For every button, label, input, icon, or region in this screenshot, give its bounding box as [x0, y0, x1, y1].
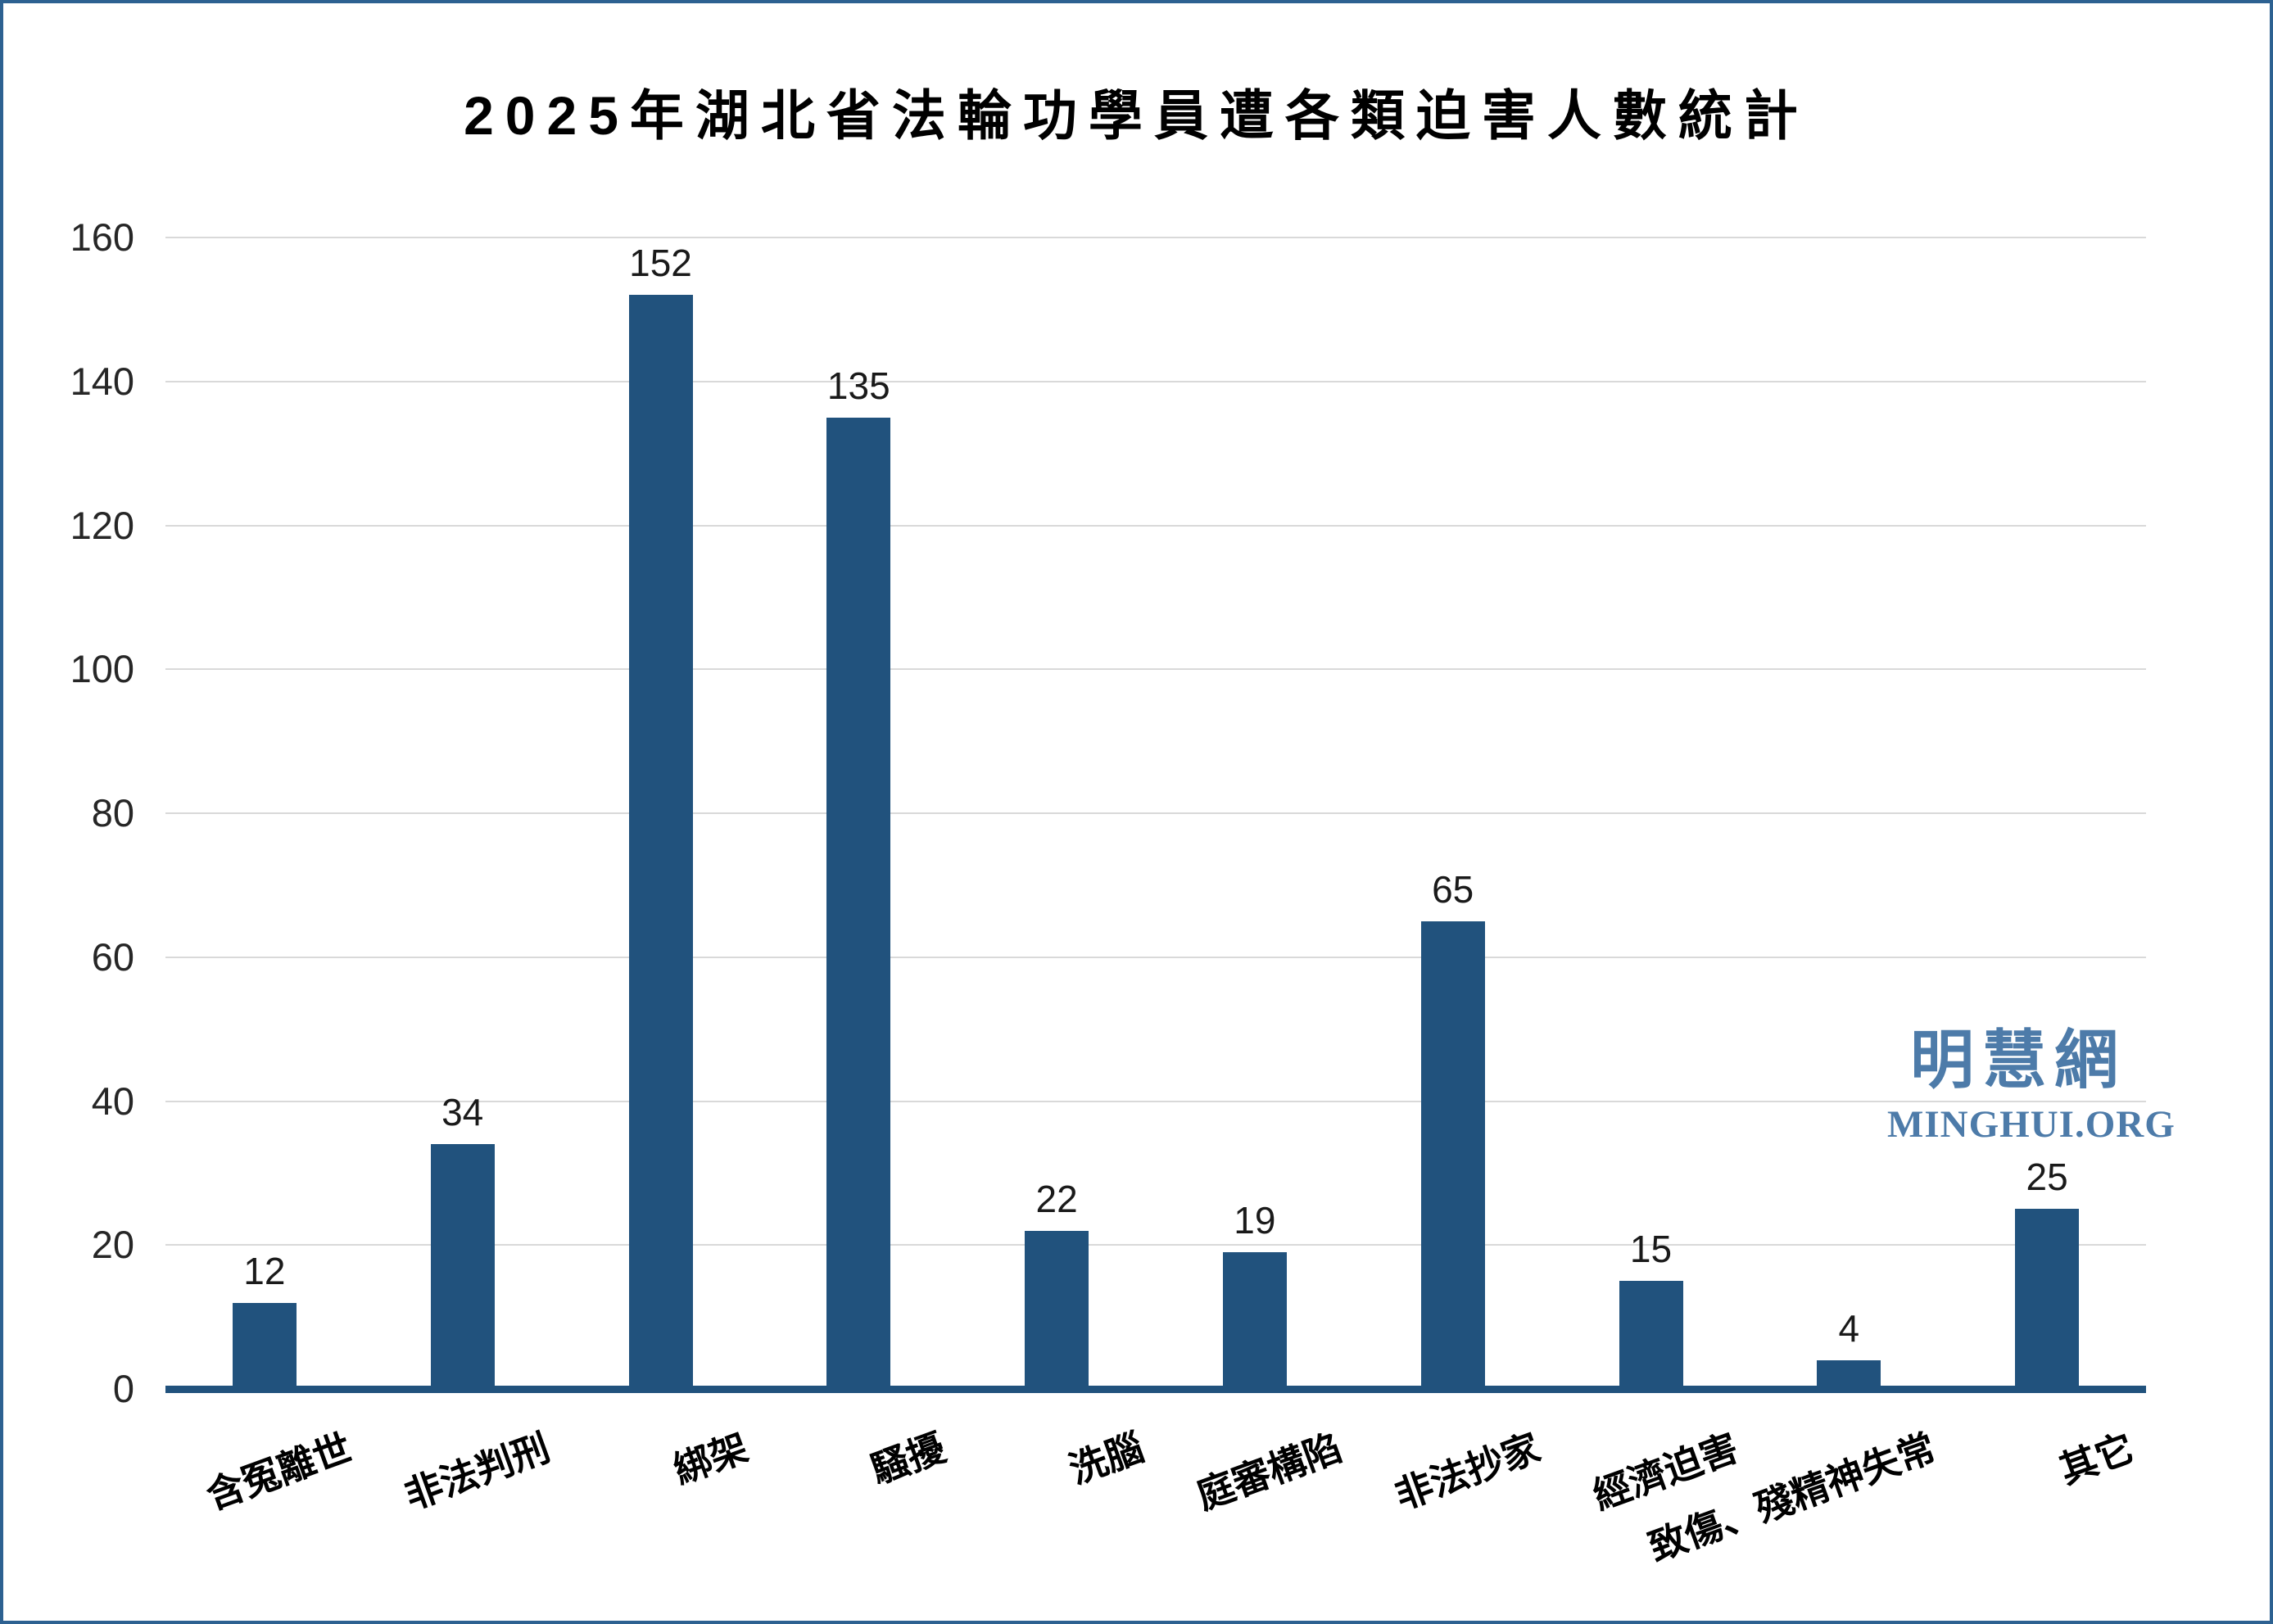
bar-value-label: 65	[1432, 867, 1474, 911]
bar	[430, 1144, 495, 1389]
bar	[628, 295, 693, 1389]
x-category-label: 洗腦	[1063, 1426, 1149, 1492]
y-tick-label-160: 160	[70, 215, 134, 259]
watermark-cjk-text: 明慧網	[1909, 1024, 2126, 1096]
watermark-latin-text: MINGHUI.ORG	[1887, 1102, 2176, 1146]
x-category-label: 非法抄家	[1388, 1426, 1546, 1518]
minghui-watermark: 明慧網 MINGHUI.ORG	[1887, 1024, 2176, 1147]
y-tick-label-140: 140	[70, 359, 134, 403]
bar-value-label: 19	[1234, 1199, 1276, 1242]
gridline-20	[165, 1244, 2146, 1246]
x-category-label: 含冤離世	[200, 1426, 357, 1518]
bar-value-label: 4	[1838, 1306, 1860, 1350]
bar	[1025, 1230, 1089, 1389]
bar	[1420, 921, 1485, 1389]
gridline-160	[165, 237, 2146, 238]
bar-value-label: 34	[441, 1091, 484, 1134]
gridline-140	[165, 380, 2146, 382]
bar	[1222, 1252, 1287, 1389]
bar-value-label: 135	[826, 364, 890, 407]
y-tick-label-20: 20	[91, 1223, 134, 1267]
bar-value-label: 12	[243, 1249, 286, 1292]
gridline-40	[165, 1100, 2146, 1102]
x-axis-line	[165, 1386, 2146, 1393]
bar-value-label: 25	[2026, 1156, 2068, 1199]
y-tick-label-100: 100	[70, 647, 134, 691]
bar	[232, 1302, 297, 1389]
bar	[2015, 1209, 2080, 1389]
bar	[1619, 1281, 1683, 1389]
plot-area: 0 20 40 60 80 100 120 140 160 12 34 152 135 22 19 65 15…	[3, 3, 2270, 1621]
x-category-label: 騷擾	[865, 1426, 952, 1492]
x-category-label: 庭審構陷	[1190, 1426, 1347, 1518]
y-tick-label-120: 120	[70, 503, 134, 547]
y-tick-label-60: 60	[91, 934, 134, 979]
y-tick-label-0: 0	[112, 1367, 134, 1410]
y-tick-label-80: 80	[91, 791, 134, 835]
bar-value-label: 15	[1629, 1228, 1673, 1271]
y-tick-label-40: 40	[91, 1079, 134, 1123]
bar	[1817, 1359, 1881, 1389]
x-category-label: 綁架	[668, 1426, 754, 1492]
gridline-60	[165, 956, 2146, 958]
bar-value-label: 22	[1035, 1177, 1078, 1220]
gridline-100	[165, 668, 2146, 671]
gridline-120	[165, 524, 2146, 527]
chart-title: 2025年湖北省法輪功學員遭各類迫害人數統計	[464, 85, 1809, 146]
gridline-80	[165, 812, 2146, 814]
bar-value-label: 152	[629, 242, 692, 285]
bar	[826, 417, 891, 1389]
x-category-label: 非法判刑	[398, 1426, 555, 1518]
x-category-label: 其它	[2053, 1426, 2139, 1492]
